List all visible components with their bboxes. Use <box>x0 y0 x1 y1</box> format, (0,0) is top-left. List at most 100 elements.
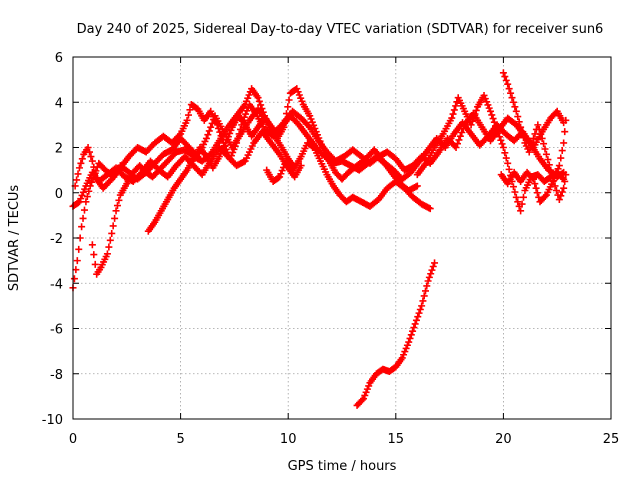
data-point <box>534 121 542 129</box>
data-point <box>505 85 513 93</box>
series-track-8 <box>413 91 568 215</box>
data-point <box>508 94 516 102</box>
data-point <box>241 101 249 109</box>
data-point <box>449 110 457 118</box>
data-point <box>257 101 265 109</box>
data-point <box>504 159 512 167</box>
data-point <box>401 348 409 356</box>
data-point <box>537 130 545 138</box>
data-point <box>497 136 505 144</box>
data-point <box>254 94 262 102</box>
data-point <box>535 125 543 133</box>
data-point <box>425 273 433 281</box>
data-point <box>312 128 320 136</box>
data-point <box>75 164 83 172</box>
data-point <box>558 147 566 155</box>
data-point <box>242 110 250 118</box>
data-point <box>517 207 525 215</box>
data-point <box>186 106 194 114</box>
y-tick-label: -4 <box>50 277 63 292</box>
data-point <box>498 140 506 148</box>
data-point <box>274 174 282 182</box>
x-tick-label: 0 <box>69 432 77 447</box>
tick-labels: 0 5 10 15 20 25 -10 -8 -6 -4 -2 0 2 4 6 <box>42 51 620 447</box>
data-point <box>411 320 419 328</box>
data-point <box>310 121 318 129</box>
data-point <box>540 140 548 148</box>
data-point <box>545 161 553 169</box>
x-tick-label: 25 <box>603 432 620 447</box>
data-point <box>560 184 568 192</box>
series-track-10 <box>497 116 570 206</box>
data-point <box>455 136 463 144</box>
data-point <box>183 116 191 124</box>
data-point <box>245 91 253 99</box>
data-point <box>505 165 513 173</box>
x-tick-label: 5 <box>176 432 184 447</box>
data-point <box>78 223 86 231</box>
data-point <box>507 89 515 97</box>
data-point <box>486 107 494 115</box>
data-point <box>77 159 85 167</box>
data-point <box>494 129 502 137</box>
data-point <box>428 266 436 274</box>
data-point <box>360 395 368 403</box>
data-point <box>456 132 464 140</box>
data-point <box>552 186 560 194</box>
data-point <box>284 103 292 111</box>
data-point <box>315 134 323 142</box>
data-point <box>504 80 512 88</box>
data-point <box>467 121 475 129</box>
data-point <box>82 198 90 206</box>
data-point <box>481 95 489 103</box>
series-track-2 <box>69 101 568 292</box>
data-point <box>531 180 539 188</box>
series-track-5 <box>144 85 421 235</box>
data-point <box>418 302 426 310</box>
data-point <box>75 198 83 206</box>
data-point <box>202 134 210 142</box>
data-point <box>87 153 95 161</box>
data-point <box>406 334 414 342</box>
data-point <box>73 257 81 265</box>
y-tick-label: 4 <box>55 96 63 111</box>
y-tick-label: 0 <box>55 187 63 202</box>
data-point <box>557 192 565 200</box>
data-point <box>79 214 87 222</box>
data-point <box>527 144 535 151</box>
data-point <box>452 102 460 110</box>
data-point <box>518 128 526 136</box>
data-point <box>519 134 527 142</box>
data-point <box>489 115 497 123</box>
data-point <box>519 193 527 201</box>
data-point <box>499 69 507 77</box>
data-point <box>79 188 87 196</box>
data-point <box>458 128 466 136</box>
data-point <box>542 150 550 158</box>
data-point <box>525 148 533 156</box>
data-point <box>448 114 456 122</box>
data-point <box>222 139 230 147</box>
data-point <box>75 245 83 253</box>
data-point <box>307 115 315 123</box>
data-point <box>106 177 114 185</box>
data-point <box>511 103 519 111</box>
data-point <box>90 163 98 171</box>
data-point <box>459 125 467 133</box>
grid-lines <box>73 57 611 419</box>
data-point <box>501 149 509 157</box>
data-series <box>69 69 570 409</box>
data-point <box>409 327 417 335</box>
data-point <box>514 113 522 121</box>
data-point <box>470 114 478 122</box>
data-point <box>541 192 549 200</box>
data-point <box>77 195 85 203</box>
data-point <box>313 131 321 139</box>
data-point <box>515 118 523 126</box>
data-point <box>555 196 563 204</box>
data-point <box>223 136 231 144</box>
series-track-6 <box>263 157 297 185</box>
data-point <box>512 107 520 115</box>
y-axis-label: SDTVAR / TECUs <box>7 185 22 292</box>
data-point <box>255 97 263 105</box>
